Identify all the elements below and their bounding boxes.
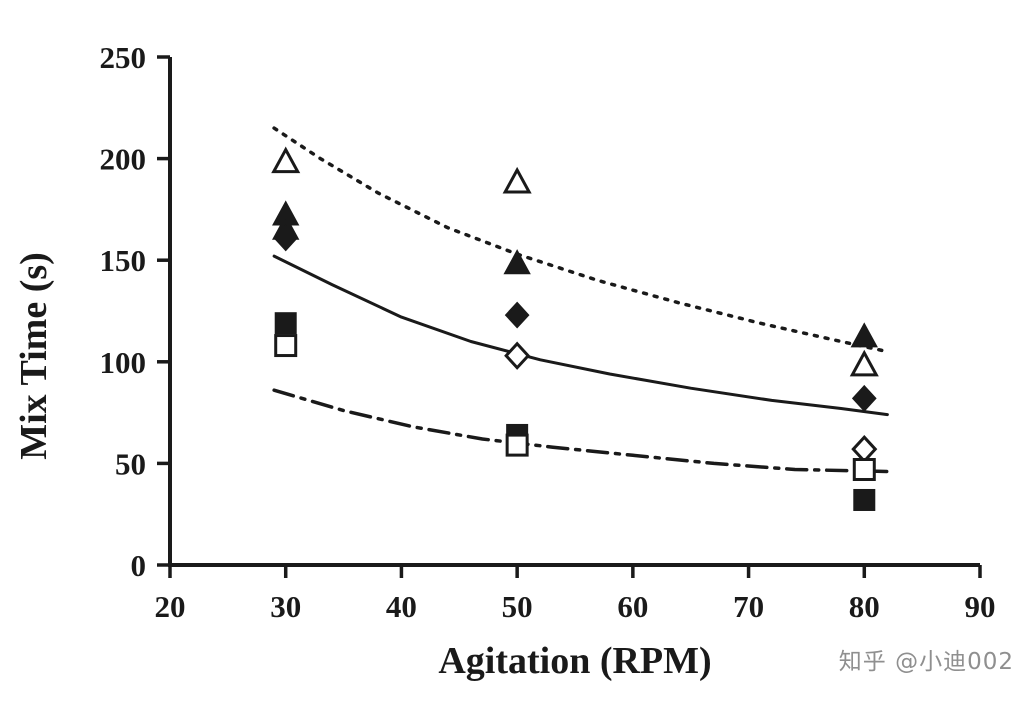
x-tick-label: 90 xyxy=(965,589,996,624)
watermark: 知乎 @小迪002 xyxy=(838,649,1014,675)
marker-open-triangle xyxy=(849,349,879,377)
curve-dashdot-fit xyxy=(272,388,890,474)
axes xyxy=(168,57,980,567)
x-tick-label: 40 xyxy=(386,589,417,624)
y-tick-label: 150 xyxy=(100,243,147,278)
y-tick-label: 200 xyxy=(100,142,147,177)
marker-filled-diamond xyxy=(273,224,299,252)
curve-solid-fit xyxy=(272,254,889,417)
marker-open-square xyxy=(852,457,876,481)
marker-filled-square xyxy=(274,312,297,335)
marker-open-diamond xyxy=(851,434,878,464)
x-tick-label: 50 xyxy=(502,589,533,624)
y-tick-label: 250 xyxy=(100,40,147,75)
y-tick-label: 0 xyxy=(131,548,147,583)
y-axis-label: Mix Time (s) xyxy=(13,252,55,460)
marker-open-triangle xyxy=(502,166,532,194)
marker-open-triangle xyxy=(271,146,301,174)
marker-open-diamond xyxy=(504,341,531,370)
x-tick-label: 70 xyxy=(733,589,764,624)
x-tick-label: 60 xyxy=(617,589,648,624)
marker-open-square xyxy=(274,334,298,358)
marker-filled-triangle xyxy=(503,249,531,275)
marker-filled-diamond xyxy=(851,384,877,412)
marker-open-square xyxy=(505,433,529,457)
marker-filled-square xyxy=(853,488,876,511)
y-tick-label: 100 xyxy=(100,345,147,380)
x-axis-label: Agitation (RPM) xyxy=(438,640,711,682)
y-tick-label: 50 xyxy=(115,446,146,481)
x-tick-label: 80 xyxy=(849,589,880,624)
curve-dotted-fit xyxy=(272,126,890,354)
marker-filled-triangle xyxy=(850,322,878,348)
marker-filled-diamond xyxy=(504,301,530,329)
x-tick-label: 30 xyxy=(270,589,301,624)
x-tick-label: 20 xyxy=(155,589,186,624)
